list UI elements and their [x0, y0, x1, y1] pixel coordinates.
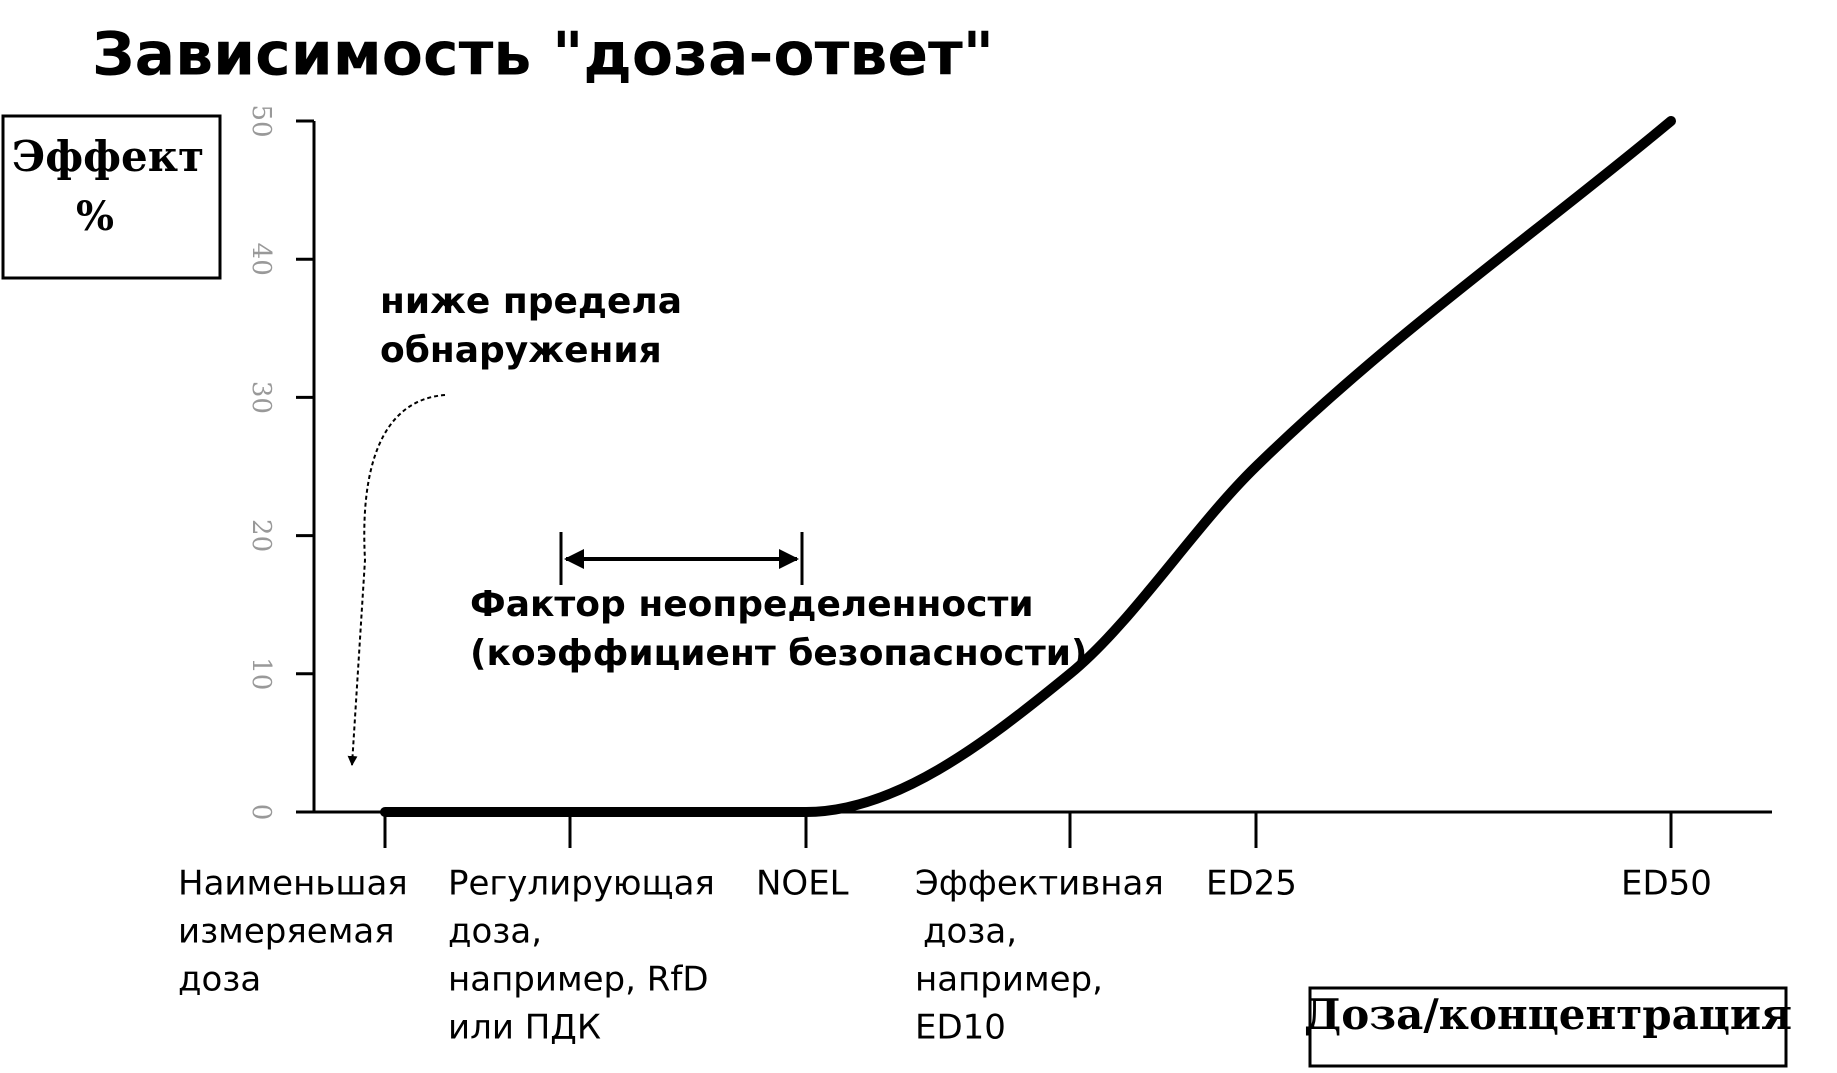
x-tick-label: доза	[178, 960, 261, 1000]
x-tick-label: Регулирующая	[448, 864, 715, 904]
annotation: (коэффициент безопасности)	[470, 633, 1087, 674]
y-tick-label: 40	[246, 243, 276, 276]
y-tick-label: 10	[246, 657, 276, 690]
y-tick-label: 0	[246, 804, 276, 821]
x-tick-label: измеряемая	[178, 912, 395, 952]
x-label: Доза/концентрация	[1304, 990, 1792, 1039]
x-tick-label: Наименьшая	[178, 864, 408, 904]
annotation: ниже предела	[380, 281, 682, 322]
y-label-box	[1, 114, 222, 280]
chart-title: Зависимость "доза-ответ"	[92, 20, 994, 90]
y-tick-label: 20	[246, 519, 276, 552]
x-tick-label: Эффективная	[915, 864, 1164, 904]
annotation-arrow	[347, 394, 446, 766]
annotation: обнаружения	[380, 330, 662, 371]
x-tick-label: доза,	[448, 912, 542, 952]
x-tick-label: ED25	[1206, 864, 1297, 904]
x-tick-label: например, RfD	[448, 960, 709, 1000]
y-tick-label: 50	[246, 104, 276, 137]
x-tick-label: ED10	[915, 1008, 1006, 1048]
x-label-box	[1308, 986, 1788, 1068]
x-tick-label: ED50	[1621, 864, 1712, 904]
x-tick-label: NOEL	[756, 864, 849, 904]
y-label: %	[76, 193, 114, 240]
y-tick-label: 30	[246, 381, 276, 414]
x-tick-label: доза,	[923, 912, 1017, 952]
annotation: Фактор неопределенности	[470, 584, 1034, 625]
y-label: Эффект	[12, 132, 204, 181]
x-tick-label: или ПДК	[448, 1008, 601, 1048]
x-tick-label: например,	[915, 960, 1103, 1000]
dose-response-curve	[380, 116, 1676, 818]
